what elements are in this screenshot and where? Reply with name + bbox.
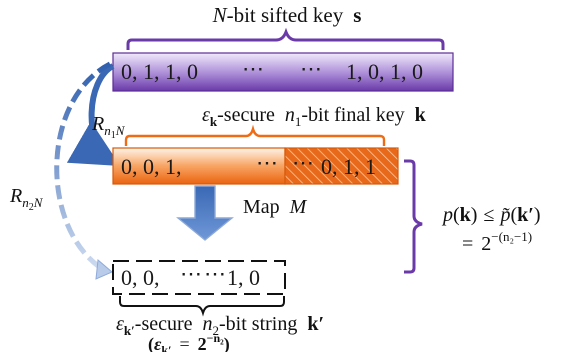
r2-base: R: [9, 185, 22, 207]
r2-sub-n: n: [22, 195, 29, 210]
arrow-r-n1n-label: Rn1N: [91, 113, 126, 141]
final-key-secure: -secure: [217, 104, 275, 126]
formula-close: ): [224, 334, 230, 352]
sifted-key-dots-2: ⋯: [300, 56, 322, 81]
string-symbol: k′: [307, 313, 324, 335]
string-n: n: [203, 313, 213, 335]
bound-kprime: k′: [517, 204, 534, 226]
final-key-bits-right: 0, 1, 1: [321, 154, 376, 179]
final-key-dots-2: ⋯: [292, 150, 314, 175]
string-dots-1: ⋯: [180, 261, 202, 286]
final-key-symbol: k: [415, 104, 427, 126]
sifted-key-bits-left: 0, 1, 1, 0: [121, 59, 198, 84]
sifted-key-n: N: [212, 3, 228, 27]
r1-sub-n2: N: [115, 123, 126, 138]
r1-base: R: [91, 113, 104, 135]
bound-line-1: p(k) ≤ p̃(k′): [441, 204, 541, 226]
string-eps: ε: [116, 313, 124, 335]
arrow-r-n2n-label: Rn2N: [9, 185, 44, 213]
map-word: Map: [243, 196, 280, 218]
formula-eps-sub: k′: [161, 343, 171, 352]
bound-bracket: [404, 159, 423, 274]
bound-base: 2: [481, 233, 491, 255]
r2-sub-2: 2: [29, 202, 34, 213]
sifted-key-symbol: s: [353, 3, 361, 27]
string-title: εk′-secure n2-bit string k′: [116, 313, 324, 338]
bound-ptilde: p̃: [498, 204, 510, 226]
sifted-key-bar: [112, 52, 454, 92]
sifted-key-bracket: [126, 27, 445, 50]
string-bracket: [119, 296, 285, 317]
sifted-key-label: -bit sifted key: [227, 3, 344, 27]
bound-eq: =: [462, 233, 473, 255]
final-key-eps-sub: k: [210, 114, 218, 129]
r1-sub-n: n: [104, 123, 111, 138]
final-key-n: n: [285, 104, 295, 126]
string-bits-left: 0, 0,: [121, 265, 160, 290]
map-symbol: M: [289, 196, 308, 218]
string-n-sub: 2: [213, 323, 220, 338]
string-eps-formula: (εk′ = 2−n₂): [148, 331, 230, 352]
arrow-r-n1n: [66, 63, 121, 167]
map-label: Map M: [243, 196, 308, 218]
bound-k: k: [460, 204, 472, 226]
final-key-bracket: [124, 124, 386, 146]
formula-eq: =: [179, 334, 189, 352]
final-key-title: εk-secure n1-bit final key k: [202, 104, 427, 129]
string-label: -bit string: [219, 313, 297, 335]
sifted-key-title: N-bit sifted key s: [212, 3, 362, 27]
string-box: [112, 260, 286, 295]
final-key-n-sub: 1: [295, 114, 302, 129]
final-key-eps: ε: [202, 104, 210, 126]
string-bits-right: 1, 0: [227, 265, 260, 290]
sifted-key-dots-1: ⋯: [242, 56, 264, 81]
formula-open: (: [148, 334, 154, 352]
final-key-dots-1: ⋯: [256, 150, 278, 175]
final-key-bar: [112, 147, 286, 185]
string-eps-sub: k′: [124, 323, 135, 338]
final-key-bits-left: 0, 0, 1,: [121, 154, 182, 179]
sifted-key-bits-right: 1, 0, 1, 0: [346, 59, 423, 84]
formula-base: 2: [198, 334, 207, 352]
r1-sub-1: 1: [111, 130, 116, 141]
bound-p: p: [441, 204, 453, 226]
formula-exp: −n₂: [207, 331, 225, 345]
string-dots-2: ⋯: [204, 261, 226, 286]
string-secure: -secure: [135, 313, 193, 335]
bound-le: ≤: [483, 204, 494, 226]
final-key-label: -bit final key: [301, 104, 404, 126]
final-key-hatched: [284, 147, 399, 185]
bound-exp: −(n₂−1): [491, 229, 532, 244]
r2-sub-n2: N: [33, 195, 44, 210]
formula-eps: ε: [154, 334, 162, 352]
arrow-r-n2n-head: [95, 259, 113, 280]
arrow-r-n2n: [54, 61, 112, 273]
bound-line-2: = 2−(n₂−1): [462, 229, 532, 255]
map-arrow: [176, 185, 234, 241]
